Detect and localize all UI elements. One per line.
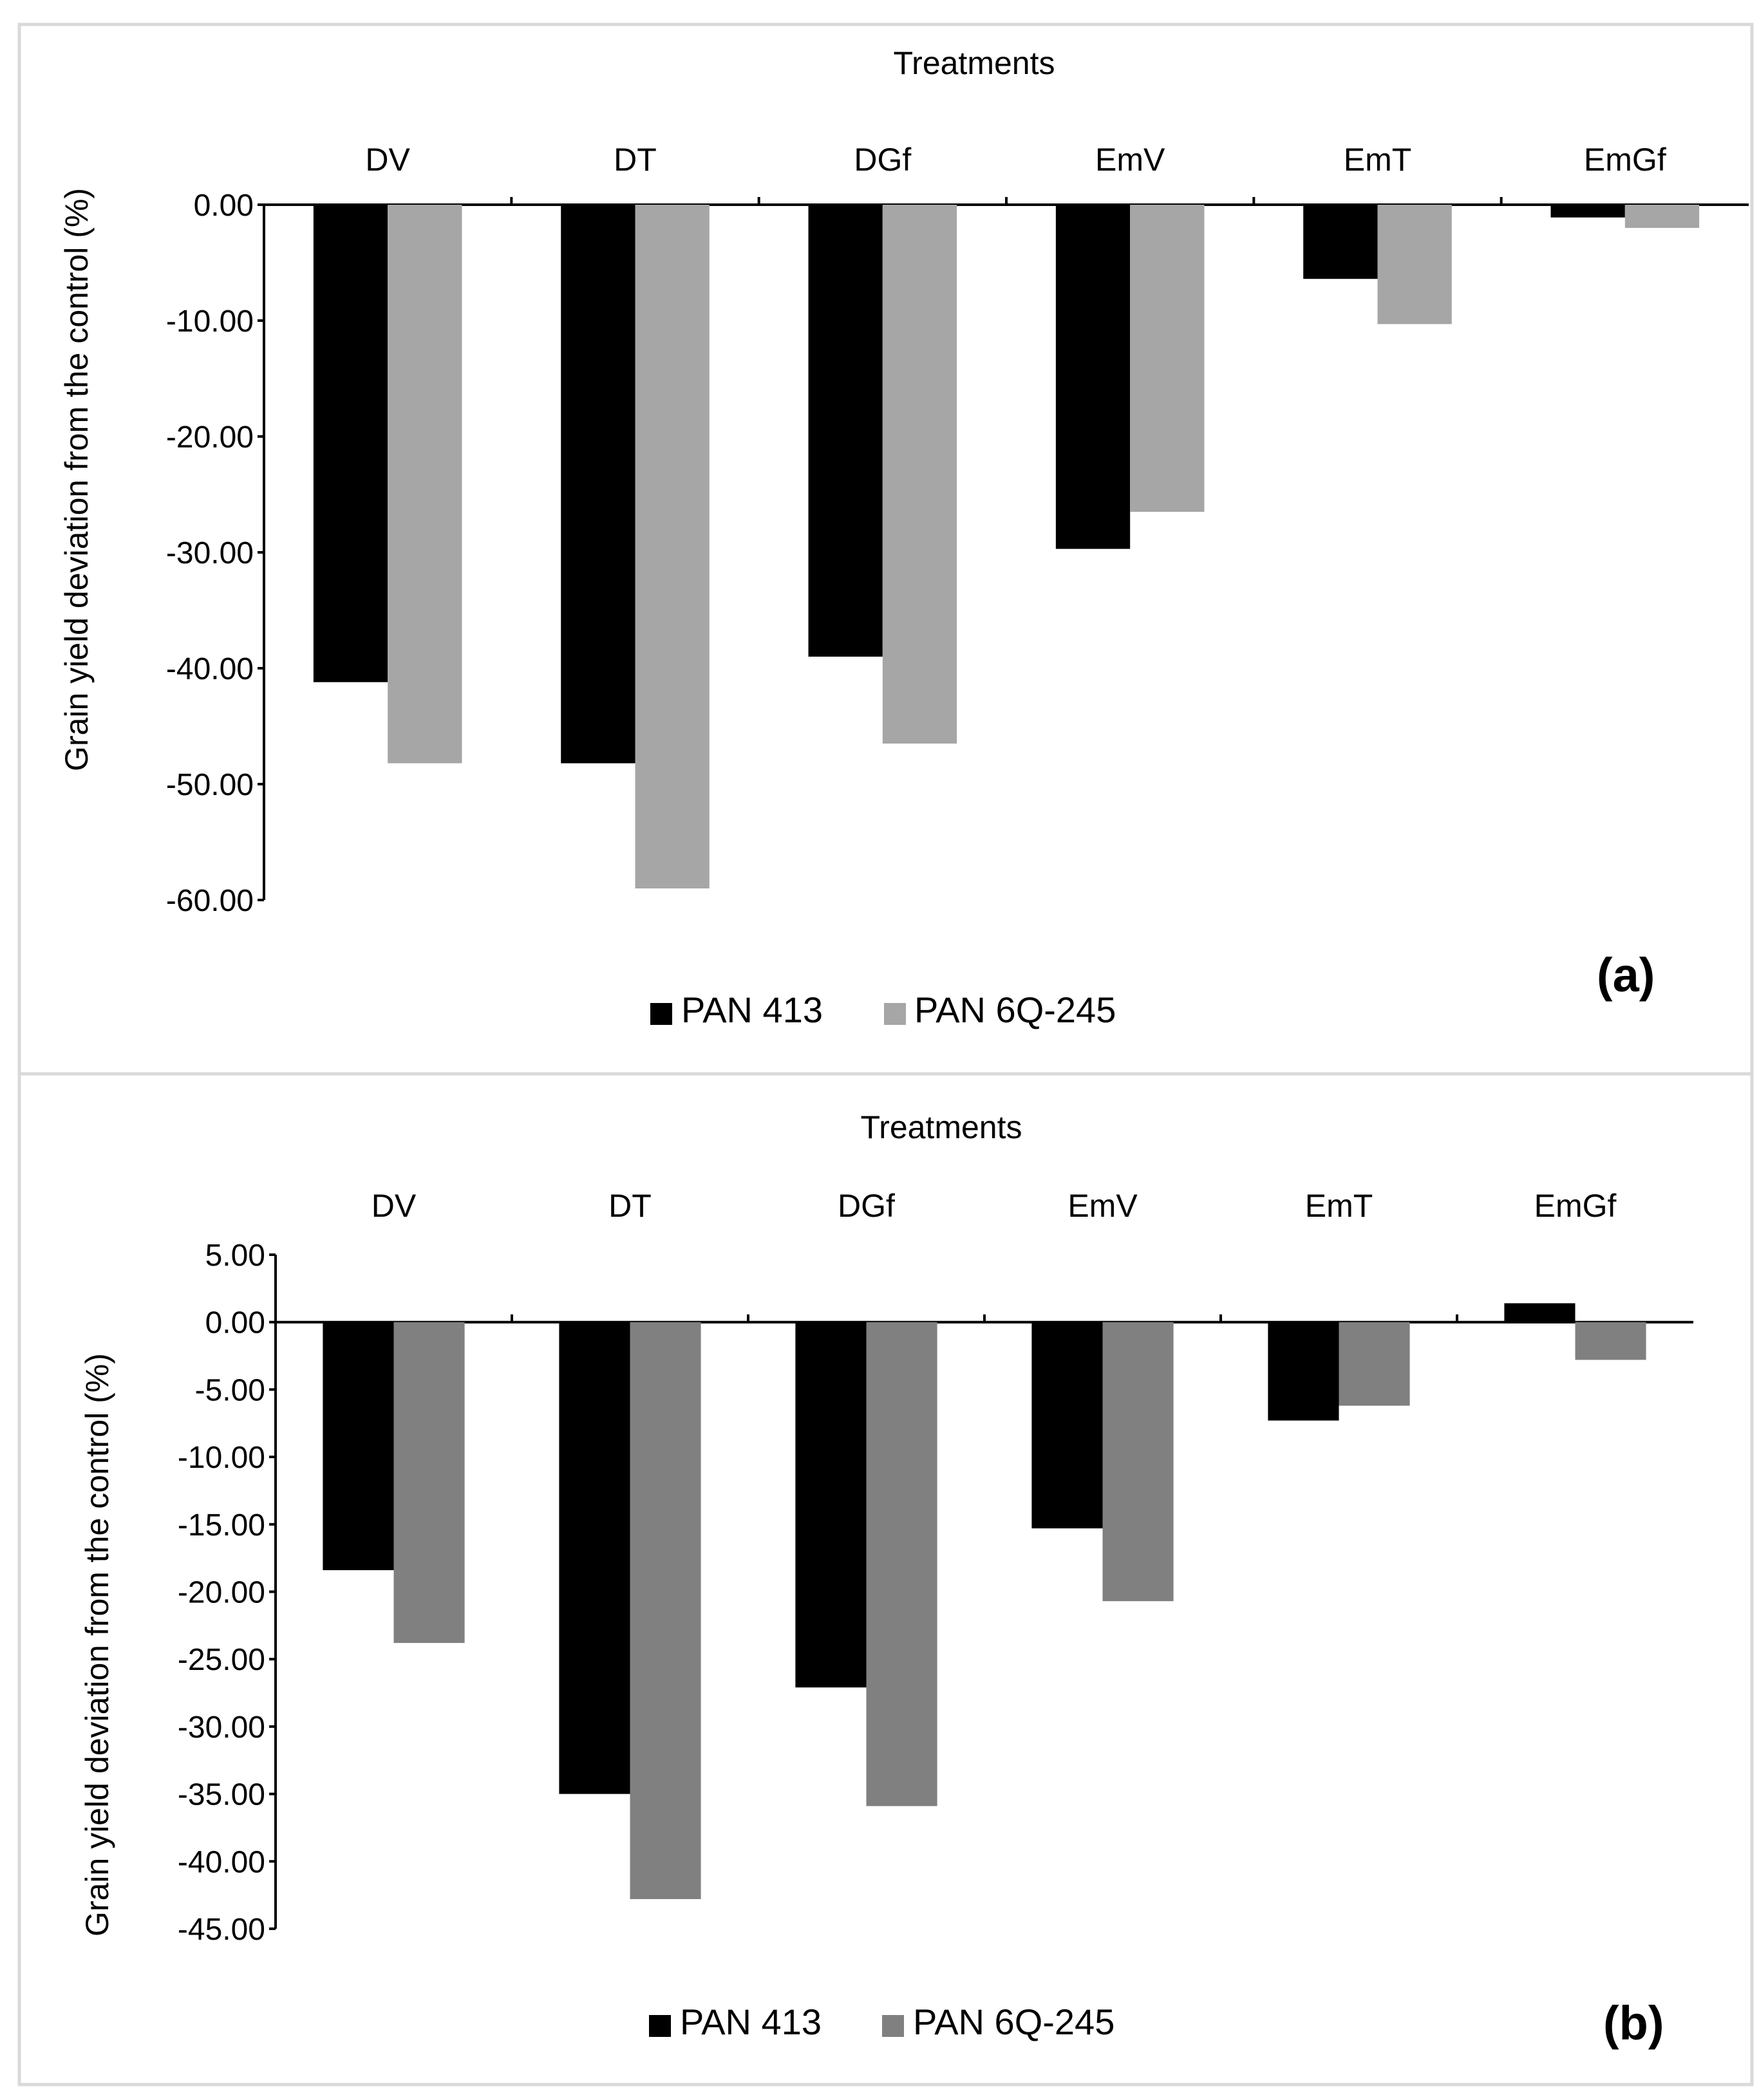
panel-a-category-label: DT [614, 142, 657, 178]
panel-b-plot: 5.00 0.00 -5.00 -10.00 -15.00 -20.00 -25.00 -30… [178, 1188, 1693, 2037]
panel-a-bar-2-emt [1377, 205, 1452, 324]
panel-a-y-tick-label: -30.00 [166, 536, 254, 570]
panel-b-y-tick-label: -35.00 [178, 1778, 265, 1812]
panel-b-y-tick-label: -25.00 [178, 1643, 265, 1677]
panel-a-plot: 0.00 -10.00 -20.00 -30.00 -40.00 -50.00 -60.00… [166, 142, 1749, 1025]
panel-b-bar-1-emgf [1504, 1303, 1576, 1322]
panel-b-bar-2-dgf [866, 1322, 937, 1806]
panel-a-legend-label-1: PAN 413 [681, 989, 823, 1030]
panel-a-bar-2-emv [1130, 205, 1205, 512]
panel-a-category-label: DV [365, 142, 410, 178]
panel-b-bar-2-emgf [1575, 1322, 1646, 1360]
panel-b-category-label: DT [608, 1188, 652, 1224]
panel-b-title: Treatments [860, 1109, 1022, 1145]
panel-b-legend-label-1: PAN 413 [680, 2002, 822, 2042]
panel-b-y-tick-label: -40.00 [178, 1845, 265, 1879]
panel-a-y-tick-label: 0.00 [194, 189, 254, 223]
panel-b-y-tick-label: -5.00 [195, 1373, 265, 1407]
panel-a-bar-2-emgf [1624, 205, 1700, 228]
panel-a-category-label: EmT [1344, 142, 1412, 178]
panel-b-legend-label-2: PAN 6Q-245 [913, 2002, 1115, 2042]
panel-a-y-tick-label: -60.00 [166, 884, 254, 918]
panel-b-y-tick-label: -20.00 [178, 1576, 265, 1610]
panel-b-bar-1-emv [1031, 1322, 1103, 1529]
panel-b-legend-swatch-2 [882, 2015, 904, 2037]
panel-a-category-label: DGf [854, 142, 911, 178]
panel-a-bar-1-emv [1055, 205, 1131, 549]
panel-a-title: Treatments [893, 45, 1055, 81]
panel-b-bar-1-dt [559, 1322, 630, 1794]
panel-a-legend-swatch-1 [650, 1003, 672, 1025]
panel-b-bar-1-dv [323, 1322, 394, 1570]
panel-a-tag: (a) [1597, 948, 1655, 1002]
panel-b-y-tick-label: -10.00 [178, 1441, 265, 1475]
panel-b-category-label: DV [372, 1188, 417, 1224]
panel-a-bar-1-dgf [808, 205, 883, 657]
panel-a-bar-2-dgf [882, 205, 957, 744]
panel-a-y-tick-label: -10.00 [166, 305, 254, 339]
panel-b-category-label: EmV [1068, 1188, 1138, 1224]
panel-a-bar-1-dt [561, 205, 635, 764]
panel-b-category-label: DGf [838, 1188, 895, 1224]
panel-a-y-tick-label: -20.00 [166, 420, 254, 455]
panel-a-bar-1-emgf [1550, 205, 1625, 218]
panel-b: Treatments Grain yield deviation from th… [79, 1109, 1693, 2050]
panel-a-y-tick-label: -40.00 [166, 652, 254, 686]
panel-b-tag: (b) [1603, 1996, 1664, 2050]
panel-a-legend-label-2: PAN 6Q-245 [914, 989, 1116, 1030]
panel-b-category-label: EmT [1305, 1188, 1373, 1224]
panel-b-y-tick-label: 0.00 [205, 1306, 265, 1340]
panel-b-bar-1-emt [1268, 1322, 1339, 1421]
panel-a-bar-2-dv [388, 205, 462, 764]
panel-b-y-tick-label: -45.00 [178, 1913, 265, 1947]
panel-b-bar-2-emt [1339, 1322, 1410, 1406]
panel-b-bar-1-dgf [795, 1322, 867, 1688]
panel-b-bar-2-emv [1102, 1322, 1174, 1602]
panel-a-bar-1-dv [313, 205, 388, 682]
panel-a-category-label: EmGf [1584, 142, 1666, 178]
panel-a-category-label: EmV [1095, 142, 1165, 178]
panel-a-bar-1-emt [1303, 205, 1378, 279]
panel-b-legend-swatch-1 [649, 2015, 671, 2037]
panel-b-bar-2-dv [393, 1322, 465, 1644]
panel-b-ylabel: Grain yield deviation from the control (… [79, 1353, 115, 1936]
panel-a-y-tick-label: -50.00 [166, 768, 254, 802]
panel-b-y-tick-label: -30.00 [178, 1711, 265, 1745]
panel-a-legend-swatch-2 [884, 1003, 906, 1025]
panel-b-y-tick-label: 5.00 [205, 1239, 265, 1273]
panel-b-y-tick-label: -15.00 [178, 1508, 265, 1542]
panel-b-bar-2-dt [630, 1322, 701, 1899]
panel-a-bar-2-dt [635, 205, 710, 888]
panel-a-ylabel: Grain yield deviation from the control (… [59, 188, 95, 771]
panel-b-category-label: EmGf [1534, 1188, 1617, 1224]
panel-a: Treatments Grain yield deviation from th… [59, 45, 1749, 1030]
